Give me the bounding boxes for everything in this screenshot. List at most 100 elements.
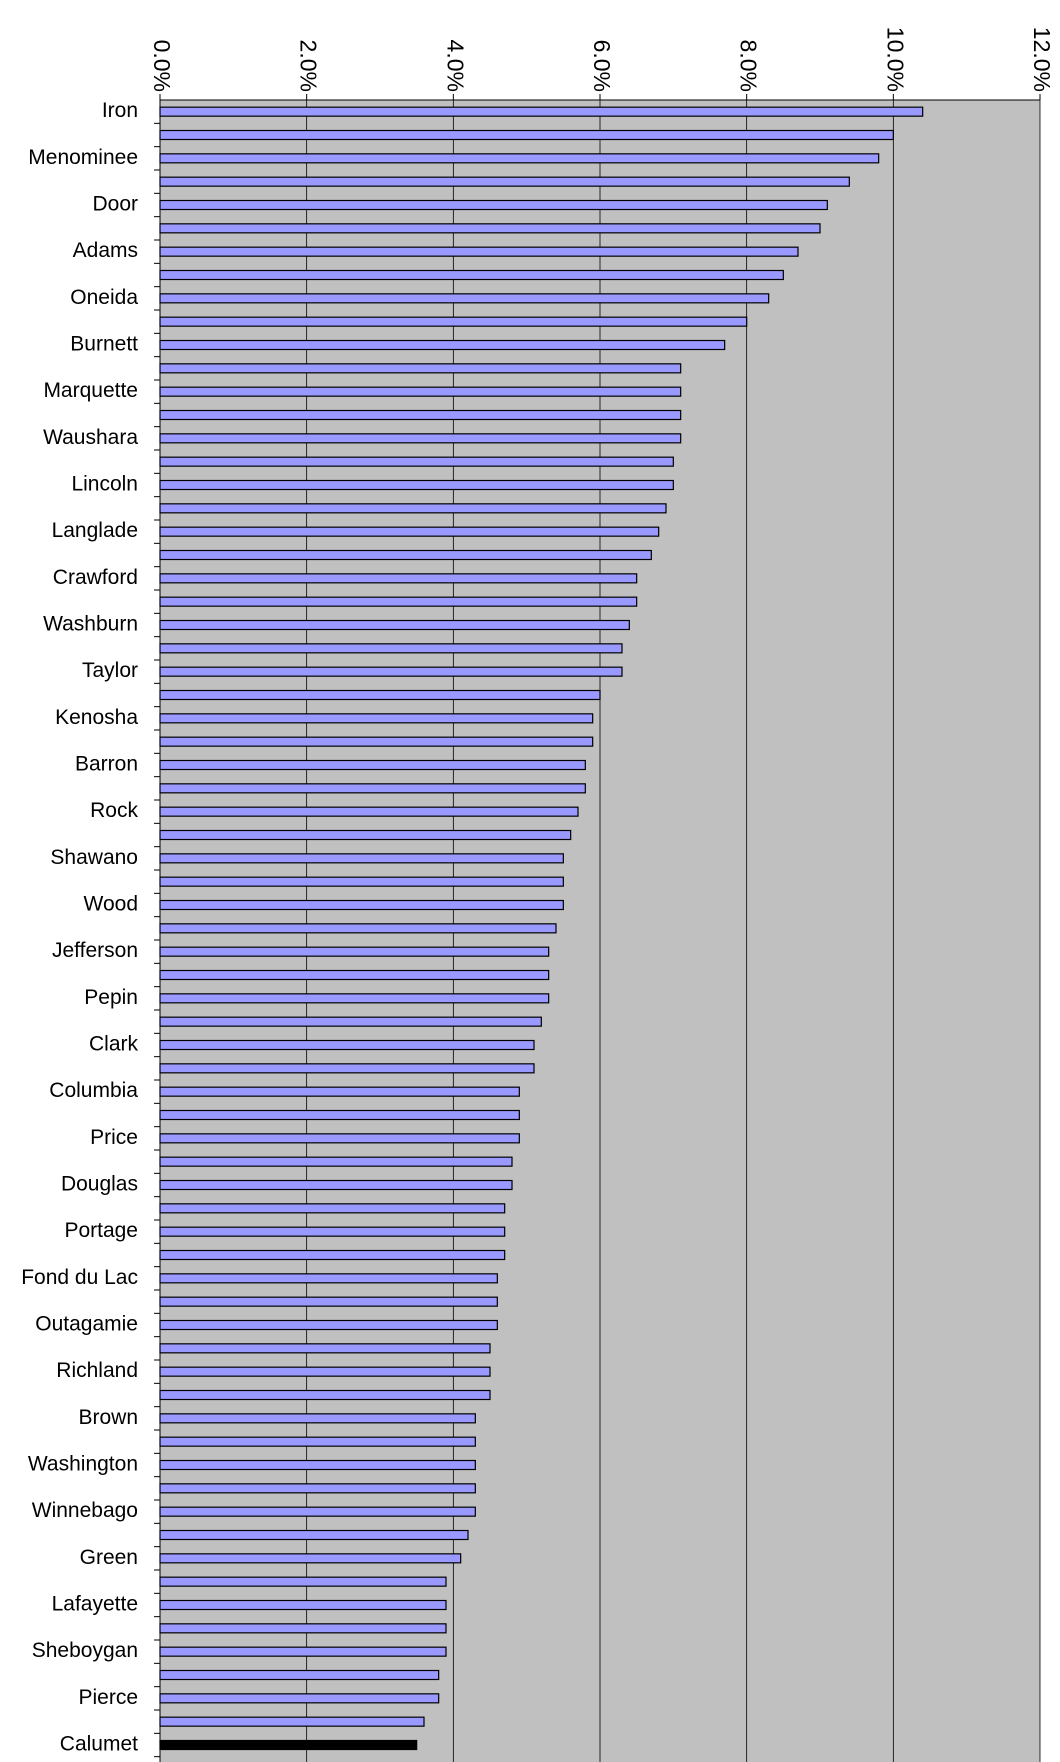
x-tick-label: 6.0% xyxy=(589,40,615,92)
y-axis-category-labels: Iron Menominee Door Adams Oneida Burnett Marqu… xyxy=(21,99,138,1755)
x-tick-label: 10.0% xyxy=(882,27,908,92)
bar xyxy=(159,223,821,234)
bar xyxy=(159,1436,476,1447)
category-label: Richland xyxy=(56,1359,138,1382)
category-label: Outagamie xyxy=(35,1313,138,1336)
bar xyxy=(159,1109,520,1121)
category-label: Iron xyxy=(102,99,138,122)
category-label: Langlade xyxy=(52,519,138,542)
bar xyxy=(159,1506,476,1517)
bar xyxy=(159,666,623,677)
category-label: Door xyxy=(92,193,138,216)
bar xyxy=(159,386,682,397)
category-label: Columbia xyxy=(49,1079,138,1102)
bar xyxy=(159,1319,498,1331)
axes xyxy=(154,94,1041,1762)
bar xyxy=(159,573,638,584)
bar xyxy=(159,759,586,771)
x-tick-label: 12.0% xyxy=(1029,27,1055,92)
bar xyxy=(159,339,726,351)
category-label: Kenosha xyxy=(55,706,138,729)
bar xyxy=(159,946,550,957)
category-label: Marquette xyxy=(43,379,138,402)
bar xyxy=(159,433,682,444)
bar xyxy=(159,853,564,864)
bar xyxy=(159,503,667,514)
bar xyxy=(159,596,638,607)
category-label: Douglas xyxy=(61,1173,138,1196)
category-label: Sheboygan xyxy=(32,1639,138,1662)
category-label: Clark xyxy=(89,1033,139,1056)
bar xyxy=(159,246,799,257)
bar xyxy=(159,876,564,887)
bar xyxy=(159,1249,506,1261)
bar xyxy=(159,993,550,1004)
bar xyxy=(159,176,850,187)
bar xyxy=(159,479,674,491)
bar xyxy=(159,923,557,934)
bar xyxy=(159,1459,476,1471)
category-label: Fond du Lac xyxy=(21,1266,138,1289)
bar xyxy=(159,1389,491,1401)
category-label: Pierce xyxy=(78,1686,138,1709)
bar xyxy=(159,1739,418,1751)
bar xyxy=(159,1226,506,1237)
x-tick-label: 2.0% xyxy=(296,40,322,92)
bar xyxy=(159,1179,513,1191)
category-label: Waushara xyxy=(43,426,138,449)
category-label: Menominee xyxy=(28,146,138,169)
category-label: Burnett xyxy=(70,333,138,356)
bar xyxy=(159,1156,513,1167)
bar xyxy=(159,316,748,327)
bar xyxy=(159,1413,476,1424)
category-label: Taylor xyxy=(82,659,138,682)
bar xyxy=(159,1133,520,1144)
category-label: Price xyxy=(90,1126,138,1149)
bar xyxy=(159,1296,498,1307)
bar xyxy=(159,1273,498,1284)
bar xyxy=(159,1343,491,1354)
bars xyxy=(159,106,924,1751)
category-label: Crawford xyxy=(53,566,138,589)
bar xyxy=(159,899,564,911)
bar xyxy=(159,713,594,724)
bar xyxy=(159,1366,491,1377)
bar xyxy=(159,293,770,304)
bar xyxy=(159,1576,447,1587)
bar xyxy=(159,153,880,164)
category-label: Pepin xyxy=(84,986,138,1009)
bar xyxy=(159,1063,535,1074)
bar xyxy=(159,1086,520,1097)
bar xyxy=(159,549,652,561)
category-label: Washburn xyxy=(43,613,138,636)
category-label: Adams xyxy=(73,239,138,262)
category-label: Brown xyxy=(78,1406,138,1429)
category-label: Shawano xyxy=(50,846,138,869)
x-tick-label: 8.0% xyxy=(736,40,762,92)
bar xyxy=(159,199,828,211)
bar xyxy=(159,1646,447,1657)
category-label: Calumet xyxy=(60,1733,138,1756)
bar xyxy=(159,269,784,281)
category-label: Washington xyxy=(28,1453,138,1476)
bar xyxy=(159,1039,535,1051)
x-tick-label: 0.0% xyxy=(149,40,175,92)
category-label: Portage xyxy=(64,1219,138,1242)
bar xyxy=(159,1483,476,1494)
bar xyxy=(159,409,682,421)
bar xyxy=(159,1716,425,1727)
bar xyxy=(159,106,924,117)
bar xyxy=(159,783,586,794)
bar xyxy=(159,619,630,631)
bar xyxy=(159,1016,542,1027)
bar xyxy=(159,736,594,747)
category-label: Winnebago xyxy=(32,1499,138,1522)
bar xyxy=(159,1599,447,1611)
category-label: Green xyxy=(80,1546,138,1569)
category-label: Barron xyxy=(75,753,138,776)
bar xyxy=(159,363,682,374)
bar xyxy=(159,1669,440,1681)
bar xyxy=(159,1203,506,1214)
bar xyxy=(159,456,674,467)
